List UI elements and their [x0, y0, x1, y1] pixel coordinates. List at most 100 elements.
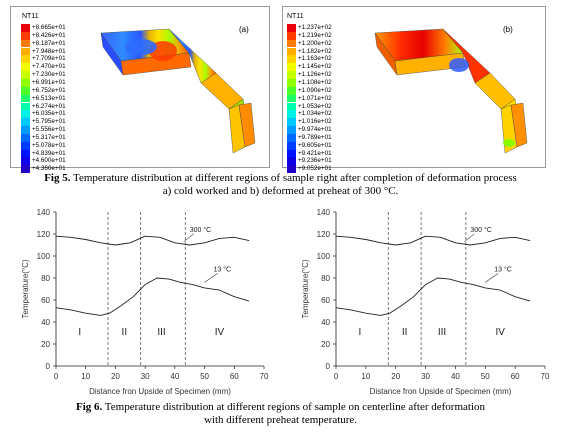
y-tick-label: 80 — [41, 274, 50, 283]
legend-swatch — [21, 133, 30, 142]
legend-swatch — [287, 157, 296, 166]
y-tick-label: 0 — [326, 362, 331, 371]
legend-value: +7.709e+01 — [32, 55, 66, 63]
x-tick-label: 20 — [391, 372, 400, 381]
legend-value: +5.556e+01 — [32, 126, 66, 134]
legend-value: +1.090e+02 — [298, 86, 332, 94]
fig5-panel-a: NT11 — [10, 6, 270, 174]
fig5-caption-line2: a) cold worked and b) deformed at prehea… — [162, 185, 399, 197]
series-line — [55, 235, 250, 246]
legend-value: +9.605e+01 — [298, 141, 332, 149]
x-tick-label: 70 — [541, 372, 550, 381]
y-tick-label: 100 — [37, 252, 51, 261]
y-tick-label: 20 — [41, 340, 50, 349]
legend-row: +4.600e+01 — [21, 157, 66, 166]
legend-swatch — [287, 47, 296, 56]
x-tick-label: 0 — [54, 372, 59, 381]
region-label: IV — [495, 327, 505, 338]
legend-value: +6.274e+01 — [32, 102, 66, 110]
legend-value: +6.035e+01 — [32, 110, 66, 118]
x-tick-label: 50 — [481, 372, 490, 381]
legend-swatch — [21, 47, 30, 56]
annotation-arrow — [204, 273, 218, 283]
x-tick-label: 50 — [200, 372, 209, 381]
series-line — [335, 277, 531, 316]
legend-row: +9.605e+01 — [287, 141, 332, 150]
annotation-label: 300 °C — [470, 226, 491, 234]
series-line — [55, 277, 250, 316]
legend-value: +9.052e+01 — [298, 165, 332, 173]
fig5-caption-label: Fig 5. — [44, 172, 71, 184]
legend-value: +9.789e+01 — [298, 133, 332, 141]
legend-swatch — [21, 157, 30, 166]
x-tick-label: 10 — [361, 372, 370, 381]
legend-row: +6.752e+01 — [21, 86, 66, 95]
legend-row: +1.016e+02 — [287, 118, 332, 126]
legend-swatch — [287, 149, 296, 158]
legend-row: +1.182e+02 — [287, 47, 332, 56]
legend-row: +6.513e+01 — [21, 94, 66, 103]
legend-swatch — [287, 71, 296, 79]
legend-value: +1.200e+02 — [298, 39, 332, 47]
legend-row: +8.665e+01 — [21, 24, 66, 32]
legend-value: +1.237e+02 — [298, 24, 332, 31]
region-label: IV — [215, 327, 225, 338]
legend-value: +7.470e+01 — [32, 63, 66, 71]
legend-value: +1.182e+02 — [298, 47, 332, 55]
legend-row: +1.237e+02 — [287, 24, 332, 32]
y-tick-label: 100 — [317, 252, 331, 261]
legend-row: +9.236e+01 — [287, 157, 332, 166]
legend-value: +8.665e+01 — [32, 24, 66, 31]
annotation-arrow — [464, 233, 475, 242]
legend-swatch — [21, 31, 30, 40]
region-label: I — [78, 327, 81, 338]
y-tick-label: 0 — [46, 362, 51, 371]
legend-swatch — [287, 110, 296, 119]
legend-value: +8.187e+01 — [32, 39, 66, 47]
legend-value: +9.236e+01 — [298, 157, 332, 165]
legend-row: +1.034e+02 — [287, 110, 332, 119]
legend-row: +1.108e+02 — [287, 78, 332, 87]
legend-swatch — [21, 110, 30, 119]
legend-row: +5.795e+01 — [21, 118, 66, 126]
legend-row: +6.035e+01 — [21, 110, 66, 119]
legend-row: +1.219e+02 — [287, 31, 332, 40]
legend-swatch — [21, 24, 30, 32]
fig6-caption: Fig 6. Temperature distribution at diffe… — [0, 401, 561, 427]
legend-swatch — [287, 141, 296, 150]
legend-row: +7.709e+01 — [21, 55, 66, 64]
legend-swatch — [287, 39, 296, 48]
legend-title-b: NT11 — [287, 13, 304, 20]
legend-value: +6.513e+01 — [32, 94, 66, 102]
legend-value: +7.230e+01 — [32, 71, 66, 79]
legend-value: +9.421e+01 — [298, 149, 332, 157]
legend-swatch — [287, 133, 296, 142]
legend-swatch — [21, 86, 30, 95]
y-tick-label: 80 — [321, 274, 330, 283]
legend-value: +1.163e+02 — [298, 55, 332, 63]
x-tick-label: 70 — [260, 372, 269, 381]
legend-value: +6.991e+01 — [32, 78, 66, 86]
legend-row: +7.230e+01 — [21, 71, 66, 79]
legend-value: +7.948e+01 — [32, 47, 66, 55]
y-tick-label: 40 — [41, 318, 50, 327]
x-axis-label: Distance fron Upside of Specimen (mm) — [89, 387, 231, 396]
legend-swatch — [21, 141, 30, 150]
x-tick-label: 20 — [111, 372, 120, 381]
legend-swatch — [21, 102, 30, 111]
legend-swatch — [21, 55, 30, 64]
legend-swatch — [287, 24, 296, 32]
legend-value: +1.108e+02 — [298, 78, 332, 86]
legend-swatch — [287, 94, 296, 103]
legend-swatch — [21, 118, 30, 126]
legend-swatch — [287, 102, 296, 111]
contour-model-a — [100, 28, 256, 154]
series-line — [335, 235, 531, 246]
x-tick-label: 40 — [170, 372, 179, 381]
legend-row: +4.839e+01 — [21, 149, 66, 158]
x-tick-label: 0 — [334, 372, 339, 381]
legend-row: +7.948e+01 — [21, 47, 66, 56]
y-tick-label: 20 — [321, 340, 330, 349]
region-label: I — [358, 327, 361, 338]
legend-value: +4.360e+01 — [32, 165, 66, 173]
